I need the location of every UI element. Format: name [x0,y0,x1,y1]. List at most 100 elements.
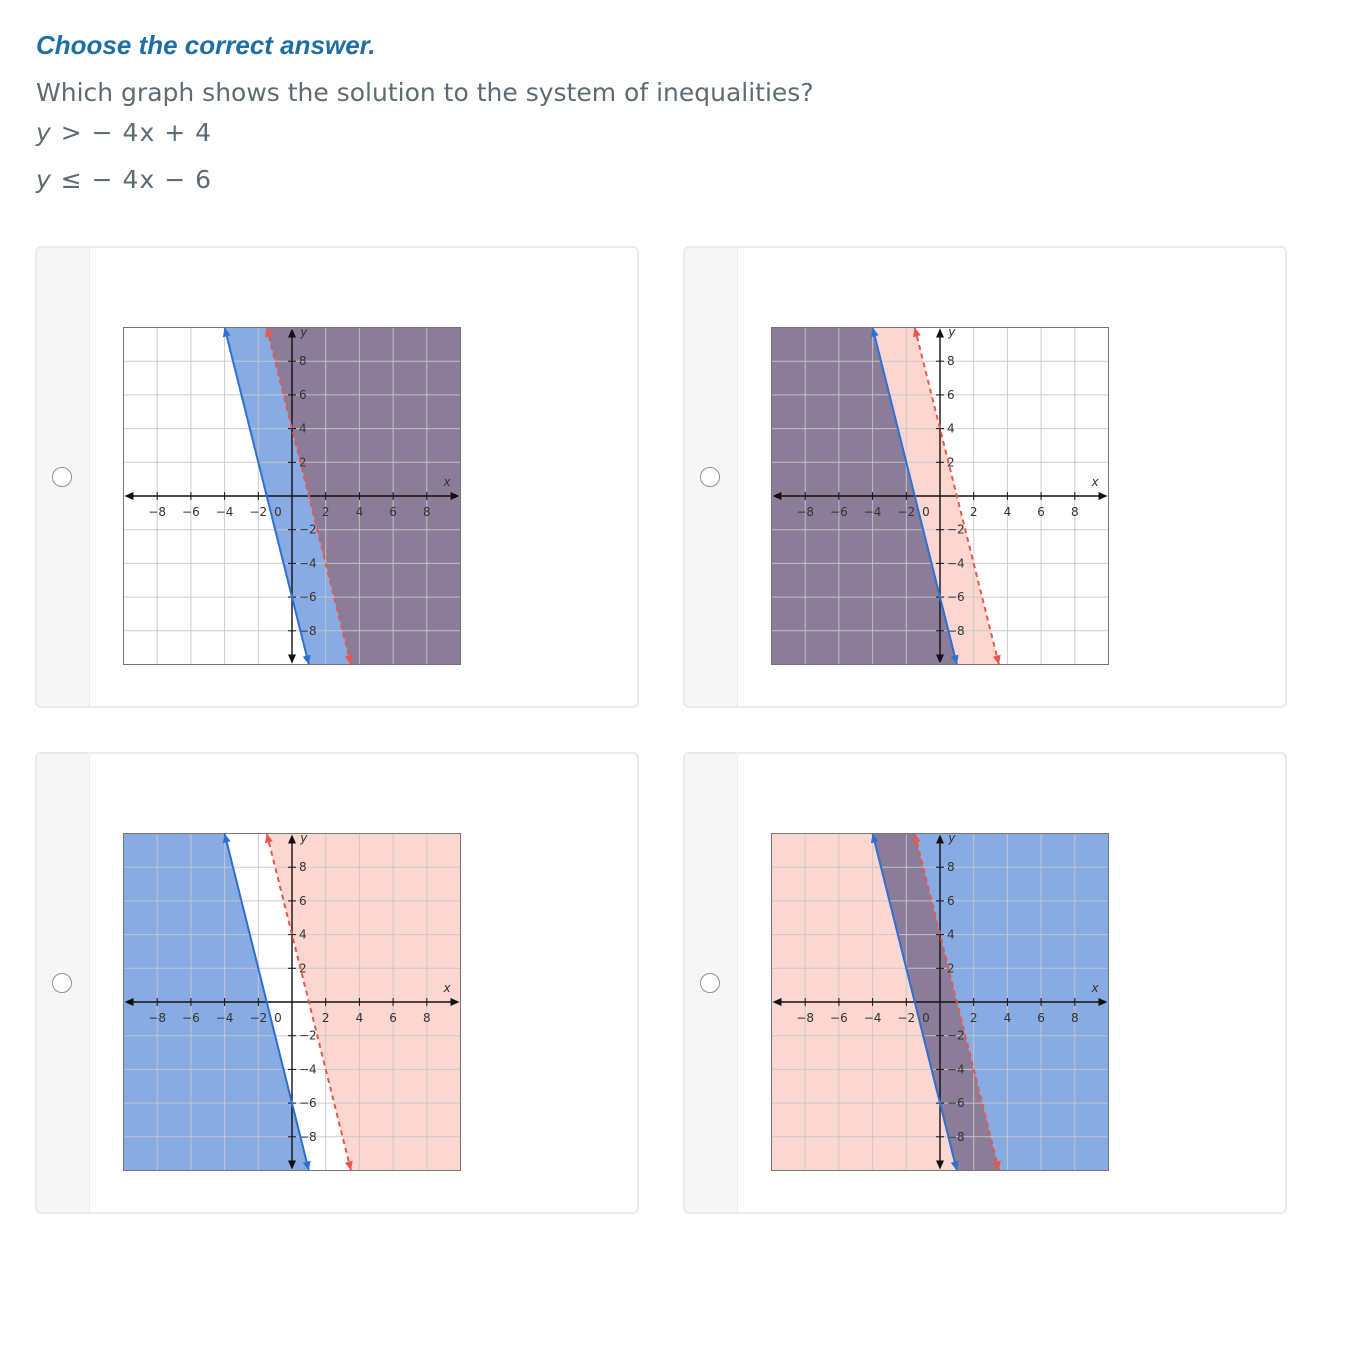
y-axis-arrow-up [936,328,944,338]
blue-boundary-line [223,833,310,1171]
y-tick-label: 6 [299,388,307,402]
y-tick-label: 8 [299,860,307,874]
red-boundary-line-arrow-top [913,833,921,844]
y-tick-label: −2 [947,1029,965,1043]
y-tick-label: 8 [947,354,955,368]
y-tick-label: −2 [299,523,317,537]
y-axis-arrow-down [288,1160,296,1170]
x-tick-label: 6 [1037,1011,1045,1025]
x-tick-label: 4 [356,505,364,519]
answer-option-c[interactable]: −8 −6 −4 −2 2 4 6 8 8 6 4 2 −2 −4 −6 −8 0 x y [35,752,639,1214]
x-tick-label: −2 [897,505,915,519]
plot-border [771,327,1109,665]
y-tick-label: 2 [299,455,307,469]
x-tick-label: −2 [897,1011,915,1025]
y-tick-label: 2 [947,455,955,469]
plot-border [123,833,461,1171]
y-tick-label: −4 [299,1062,317,1076]
y-tick-label: −8 [299,1130,317,1144]
y-tick-label: 6 [947,894,955,908]
origin-label: 0 [922,1011,930,1025]
y-tick-label: 4 [947,422,955,436]
x-tick-label: −8 [148,505,166,519]
y-axis-label: y [947,327,956,339]
origin-label: 0 [274,1011,282,1025]
graph-option-c: −8 −6 −4 −2 2 4 6 8 8 6 4 2 −2 −4 −6 −8 0 x y [123,833,461,1171]
x-tick-label: 2 [322,505,330,519]
x-axis-label: x [1090,981,1099,995]
y-tick-label: −6 [947,1096,965,1110]
graph-option-d: −8 −6 −4 −2 2 4 6 8 8 6 4 2 −2 −4 −6 −8 0 x y [771,833,1109,1171]
radio-button-b[interactable] [700,467,720,487]
x-axis-arrow-left [772,492,782,500]
question-text: Which graph shows the solution to the sy… [36,78,814,107]
x-tick-label: −6 [182,505,200,519]
y-tick-label: 4 [299,422,307,436]
origin-label: 0 [274,505,282,519]
x-tick-label: 4 [1004,1011,1012,1025]
x-axis-arrow-right [450,492,460,500]
y-tick-label: 2 [299,961,307,975]
x-tick-label: 6 [389,1011,397,1025]
y-tick-label: −8 [947,1130,965,1144]
blue-boundary-line [871,327,958,665]
radio-button-a[interactable] [52,467,72,487]
y-tick-label: 8 [947,860,955,874]
x-tick-label: −8 [796,505,814,519]
answer-option-a[interactable]: −8 −6 −4 −2 2 4 6 8 8 6 4 2 −2 −4 −6 −8 0 x y [35,246,639,708]
x-tick-label: 4 [1004,505,1012,519]
y-tick-label: −4 [947,1062,965,1076]
y-axis-arrow-down [936,654,944,664]
blue-boundary-line-arrow-bottom [302,654,311,665]
answer-option-b[interactable]: −8 −6 −4 −2 2 4 6 8 8 6 4 2 −2 −4 −6 −8 0 x y [683,246,1287,708]
inequality-2-lhs: y [36,165,52,194]
x-axis-arrow-left [772,998,782,1006]
y-axis-arrow-down [288,654,296,664]
inequality-2-relation: ≤ [60,165,83,194]
x-tick-label: 2 [322,1011,330,1025]
x-axis-arrow-left [124,998,134,1006]
y-axis-arrow-up [288,834,296,844]
y-tick-label: −8 [299,624,317,638]
red-boundary-line [265,327,352,665]
answer-option-d[interactable]: −8 −6 −4 −2 2 4 6 8 8 6 4 2 −2 −4 −6 −8 0 x y [683,752,1287,1214]
red-boundary-line-arrow-bottom [344,1160,353,1171]
blue-boundary-line-arrow-top [870,833,879,844]
x-axis-arrow-left [124,492,134,500]
red-boundary-line [265,833,352,1171]
y-tick-label: 6 [299,894,307,908]
graph-option-a: −8 −6 −4 −2 2 4 6 8 8 6 4 2 −2 −4 −6 −8 0 x y [123,327,461,665]
red-boundary-line-arrow-bottom [992,654,1001,665]
y-tick-label: 4 [947,928,955,942]
x-tick-label: −6 [830,1011,848,1025]
radio-button-d[interactable] [700,973,720,993]
red-boundary-line [913,833,1000,1171]
x-tick-label: 8 [423,505,431,519]
x-tick-label: −4 [864,505,882,519]
radio-button-c[interactable] [52,973,72,993]
red-boundary-line-arrow-bottom [992,1160,1001,1171]
x-axis-arrow-right [1098,998,1108,1006]
inequality-1: y > − 4x + 4 [36,118,212,147]
red-boundary-line-arrow-top [913,327,921,338]
x-tick-label: 2 [970,1011,978,1025]
x-tick-label: −4 [216,1011,234,1025]
x-tick-label: 8 [1071,505,1079,519]
y-axis-label: y [947,833,956,845]
x-tick-label: 6 [389,505,397,519]
y-axis-arrow-down [936,1160,944,1170]
y-axis-label: y [299,327,308,339]
origin-label: 0 [922,505,930,519]
inequality-1-rhs: − 4x + 4 [91,118,212,147]
x-tick-label: −8 [796,1011,814,1025]
red-boundary-line-arrow-bottom [344,654,353,665]
blue-boundary-line-arrow-top [222,833,231,844]
x-tick-label: 8 [423,1011,431,1025]
x-tick-label: −6 [830,505,848,519]
y-tick-label: −6 [947,590,965,604]
x-tick-label: −4 [216,505,234,519]
inequality-1-lhs: y [36,118,52,147]
x-axis-arrow-right [1098,492,1108,500]
plot-border [123,327,461,665]
y-tick-label: −2 [947,523,965,537]
